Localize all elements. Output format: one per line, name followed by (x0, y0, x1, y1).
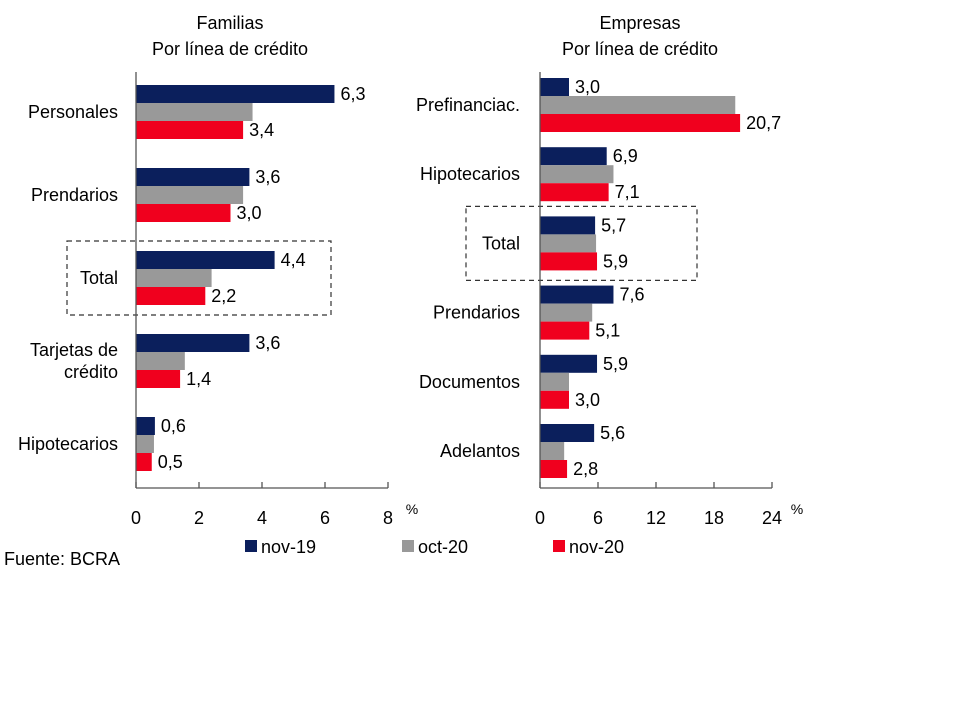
chart-title: Empresas (599, 13, 680, 33)
bar-nov-19 (540, 147, 607, 166)
x-tick-label: 4 (257, 508, 267, 528)
data-label: 5,1 (595, 321, 620, 341)
bar-nov-19 (540, 216, 596, 235)
legend-swatch-nov-20 (553, 540, 565, 552)
bar-nov-19 (136, 334, 250, 352)
category-label: Total (482, 233, 520, 253)
data-label: 4,4 (281, 250, 306, 270)
data-label: 5,6 (600, 423, 625, 443)
bar-nov-19 (136, 85, 335, 103)
bar-nov-20 (136, 121, 244, 139)
chart-subtitle: Por línea de crédito (152, 39, 308, 59)
category-label: Personales (28, 102, 118, 122)
category-label: crédito (64, 362, 118, 382)
bar-oct-20 (136, 269, 212, 287)
bar-oct-20 (136, 103, 253, 121)
bar-oct-20 (136, 435, 154, 453)
unit-label: % (406, 501, 418, 517)
data-label: 6,3 (340, 84, 365, 104)
bar-nov-20 (540, 460, 568, 478)
x-tick-label: 8 (383, 508, 393, 528)
chart-subtitle: Por línea de crédito (562, 39, 718, 59)
bar-oct-20 (540, 234, 597, 253)
x-tick-label: 6 (593, 508, 603, 528)
category-label: Adelantos (440, 441, 520, 461)
bar-oct-20 (540, 442, 565, 460)
x-tick-label: 0 (535, 508, 545, 528)
bar-nov-20 (540, 114, 741, 132)
category-label: Tarjetas de (30, 340, 118, 360)
bar-nov-20 (136, 287, 206, 305)
bar-oct-20 (540, 372, 569, 391)
category-label: Total (80, 268, 118, 288)
x-tick-label: 24 (762, 508, 782, 528)
data-label: 6,9 (613, 146, 638, 166)
source-note: Fuente: BCRA (4, 549, 120, 569)
x-tick-label: 12 (646, 508, 666, 528)
category-label: Prendarios (433, 303, 520, 323)
legend-swatch-nov-19 (245, 540, 257, 552)
x-tick-label: 0 (131, 508, 141, 528)
data-label: 3,6 (255, 333, 280, 353)
bar-nov-20 (540, 183, 609, 202)
bar-nov-19 (540, 354, 598, 373)
x-tick-label: 6 (320, 508, 330, 528)
bar-nov-20 (136, 204, 231, 222)
bar-oct-20 (540, 96, 736, 114)
legend-label: nov-20 (569, 537, 624, 557)
data-label: 3,0 (237, 203, 262, 223)
bar-nov-20 (540, 321, 590, 340)
chart-title: Familias (196, 13, 263, 33)
data-label: 0,6 (161, 416, 186, 436)
category-label: Documentos (419, 372, 520, 392)
data-label: 5,7 (601, 215, 626, 235)
bar-nov-19 (540, 285, 614, 304)
data-label: 3,0 (575, 390, 600, 410)
category-label: Prendarios (31, 185, 118, 205)
unit-label: % (791, 501, 803, 517)
legend-swatch-oct-20 (402, 540, 414, 552)
category-label: Hipotecarios (18, 434, 118, 454)
data-label: 2,2 (211, 286, 236, 306)
data-label: 0,5 (158, 452, 183, 472)
data-label: 3,4 (249, 120, 274, 140)
data-label: 1,4 (186, 369, 211, 389)
bar-nov-19 (136, 168, 250, 186)
bar-nov-20 (136, 370, 181, 388)
bar-oct-20 (136, 352, 185, 370)
data-label: 20,7 (746, 113, 781, 133)
data-label: 5,9 (603, 354, 628, 374)
category-label: Prefinanciac. (416, 95, 520, 115)
legend-label: nov-19 (261, 537, 316, 557)
bar-nov-19 (136, 417, 155, 435)
bar-oct-20 (540, 165, 614, 184)
bar-nov-20 (540, 252, 598, 271)
bar-nov-19 (540, 78, 569, 96)
bar-nov-19 (540, 424, 595, 442)
legend-label: oct-20 (418, 537, 468, 557)
highlight-box (66, 240, 332, 316)
bar-oct-20 (540, 303, 593, 322)
bar-oct-20 (136, 186, 244, 204)
category-label: Hipotecarios (420, 164, 520, 184)
data-label: 2,8 (573, 459, 598, 479)
bar-nov-20 (540, 390, 569, 409)
data-label: 7,6 (619, 285, 644, 305)
data-label: 3,6 (255, 167, 280, 187)
bar-nov-20 (136, 453, 152, 471)
data-label: 7,1 (615, 182, 640, 202)
data-label: 5,9 (603, 251, 628, 271)
x-tick-label: 2 (194, 508, 204, 528)
data-label: 3,0 (575, 77, 600, 97)
bar-nov-19 (136, 251, 275, 269)
x-tick-label: 18 (704, 508, 724, 528)
